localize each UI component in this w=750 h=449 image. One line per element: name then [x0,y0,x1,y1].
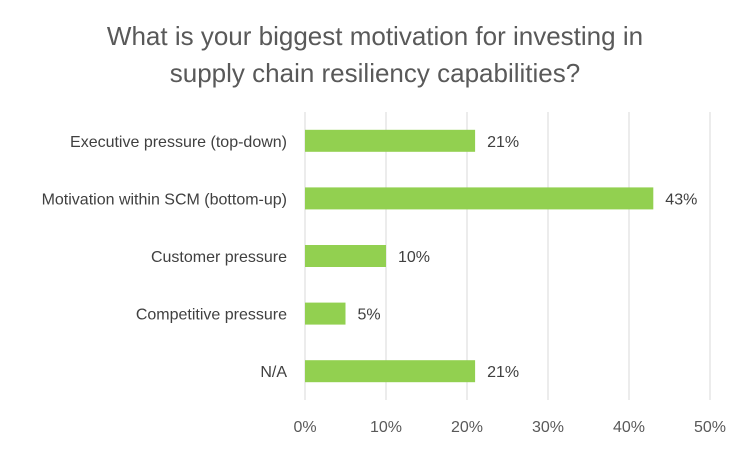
value-labels: 21% 43% 10% 5% 21% [358,134,698,381]
bar-series [305,129,654,383]
chart-title: What is your biggest motivation for inve… [0,18,750,92]
data-label: 43% [665,191,697,208]
x-tick-label: 0% [293,419,316,436]
bar [305,245,386,267]
data-label: 5% [358,307,381,324]
category-labels: Executive pressure (top-down) Motivation … [42,134,288,381]
chart-title-line-1: What is your biggest motivation for inve… [106,21,644,51]
category-label: Motivation within SCM (bottom-up) [42,191,287,208]
x-tick-label: 30% [532,419,564,436]
chart-title-line-2: supply chain resiliency capabilities? [169,58,581,88]
bar [305,129,476,152]
bar [305,302,346,325]
category-label: N/A [260,364,287,381]
x-tick-label: 10% [370,419,402,436]
bar [305,360,476,383]
bar [305,187,654,210]
category-label: Customer pressure [151,249,287,266]
x-tick-labels: 0% 10% 20% 30% 40% 50% [293,419,726,436]
category-label: Competitive pressure [136,307,287,324]
data-label: 21% [487,364,519,381]
x-tick-label: 40% [613,419,645,436]
category-label: Executive pressure (top-down) [70,134,287,151]
x-tick-label: 50% [694,419,726,436]
data-label: 10% [398,249,430,266]
x-tick-label: 20% [451,419,483,436]
data-label: 21% [487,134,519,151]
